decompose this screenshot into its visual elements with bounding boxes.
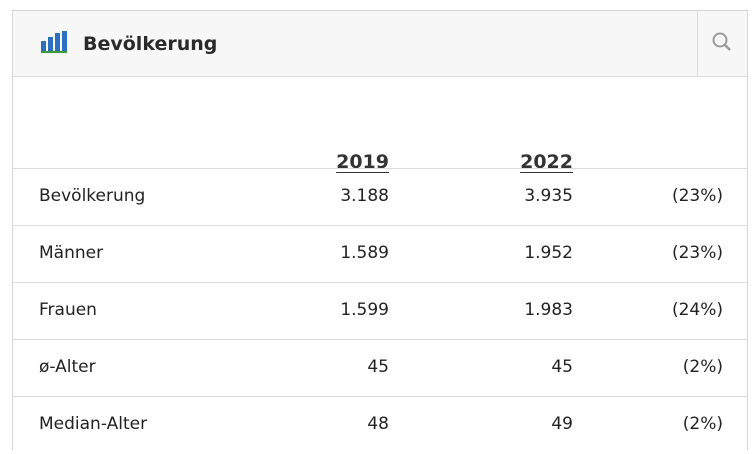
table-row: ø-Alter 45 45 (2%) — [13, 339, 747, 397]
cell-value: 1.983 — [524, 300, 573, 320]
chart-icon — [41, 31, 67, 53]
cell-value: (23%) — [671, 186, 723, 206]
search-button[interactable] — [711, 31, 733, 53]
cell-value: 3.935 — [524, 186, 573, 206]
row-label: Frauen — [39, 300, 97, 320]
page: {"header": {"title": "Bevölkerung"}, "ta… — [12, 10, 748, 450]
cell-value: (23%) — [671, 243, 723, 263]
table-row: Männer 1.589 1.952 (23%) — [13, 225, 747, 283]
column-header: 2022 — [520, 151, 573, 173]
cell-value: (2%) — [682, 357, 723, 377]
cell-value: 49 — [551, 414, 573, 434]
panel: Bevölkerung 2019 2022 Bevölkerung 3.188 3.93… — [12, 10, 748, 450]
cell-value: 1.599 — [340, 300, 389, 320]
row-label: Median-Alter — [39, 414, 148, 434]
row-label: Bevölkerung — [39, 186, 146, 206]
column-header: 2019 — [336, 151, 389, 173]
table-row: Median-Alter 48 49 (2%) — [13, 396, 747, 454]
table-row: Frauen 1.599 1.983 (24%) — [13, 282, 747, 340]
panel-title: Bevölkerung — [83, 33, 218, 55]
cell-value: 1.952 — [524, 243, 573, 263]
cell-value: 48 — [367, 414, 389, 434]
table-row: Bevölkerung 3.188 3.935 (23%) — [13, 168, 747, 226]
cell-value: 45 — [367, 357, 389, 377]
cell-value: (24%) — [671, 300, 723, 320]
cell-value: 1.589 — [340, 243, 389, 263]
cell-value: 45 — [551, 357, 573, 377]
row-label: Männer — [39, 243, 104, 263]
separator — [697, 11, 698, 76]
cell-value: 3.188 — [340, 186, 389, 206]
row-label: ø-Alter — [39, 357, 96, 377]
cell-value: (2%) — [682, 414, 723, 434]
panel-header: Bevölkerung — [13, 11, 747, 77]
